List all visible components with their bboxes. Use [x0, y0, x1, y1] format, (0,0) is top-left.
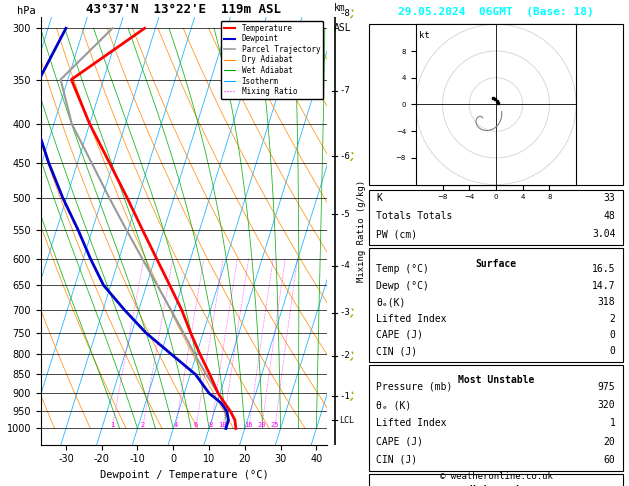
Text: -1: -1	[340, 392, 350, 400]
Text: CIN (J): CIN (J)	[377, 347, 418, 356]
Text: 20: 20	[604, 436, 615, 447]
Text: 2: 2	[140, 422, 145, 429]
Text: 4: 4	[174, 422, 177, 429]
Text: 25: 25	[270, 422, 279, 429]
Text: 60: 60	[604, 455, 615, 465]
Text: 2: 2	[610, 313, 615, 324]
Text: CAPE (J): CAPE (J)	[377, 330, 423, 340]
Text: km: km	[333, 3, 345, 13]
Text: Temp (°C): Temp (°C)	[377, 264, 430, 274]
Text: -3: -3	[340, 308, 350, 317]
Text: 20: 20	[257, 422, 266, 429]
Text: Lifted Index: Lifted Index	[377, 418, 447, 428]
X-axis label: Dewpoint / Temperature (°C): Dewpoint / Temperature (°C)	[99, 470, 269, 480]
Text: -6: -6	[340, 152, 350, 161]
Text: Hodograph: Hodograph	[469, 485, 523, 486]
Text: 16.5: 16.5	[592, 264, 615, 274]
Text: 318: 318	[598, 297, 615, 307]
Text: Surface: Surface	[476, 259, 516, 269]
Text: 29.05.2024  06GMT  (Base: 18): 29.05.2024 06GMT (Base: 18)	[398, 7, 594, 17]
Text: -2: -2	[340, 351, 350, 361]
Text: 6: 6	[194, 422, 198, 429]
Text: -5: -5	[340, 210, 350, 219]
Text: 10: 10	[218, 422, 227, 429]
Text: Lifted Index: Lifted Index	[377, 313, 447, 324]
Text: Dewp (°C): Dewp (°C)	[377, 280, 430, 291]
Text: 0: 0	[610, 330, 615, 340]
Text: 0: 0	[610, 347, 615, 356]
Text: 33: 33	[604, 193, 615, 204]
Text: -8: -8	[340, 9, 350, 18]
Text: kt: kt	[419, 31, 430, 40]
Text: θₑ (K): θₑ (K)	[377, 400, 412, 410]
Text: Most Unstable: Most Unstable	[458, 375, 534, 385]
Title: 43°37'N  13°22'E  119m ASL: 43°37'N 13°22'E 119m ASL	[86, 3, 282, 16]
Text: © weatheronline.co.uk: © weatheronline.co.uk	[440, 472, 552, 481]
Text: CIN (J): CIN (J)	[377, 455, 418, 465]
Text: 3.04: 3.04	[592, 229, 615, 239]
Text: -4: -4	[340, 261, 350, 270]
Legend: Temperature, Dewpoint, Parcel Trajectory, Dry Adiabat, Wet Adiabat, Isotherm, Mi: Temperature, Dewpoint, Parcel Trajectory…	[221, 21, 323, 99]
Text: 1: 1	[110, 422, 114, 429]
Text: K: K	[377, 193, 382, 204]
Text: ASL: ASL	[333, 23, 351, 34]
Text: θₑ(K): θₑ(K)	[377, 297, 406, 307]
Text: -7: -7	[340, 86, 350, 95]
Text: 16: 16	[245, 422, 253, 429]
Text: 320: 320	[598, 400, 615, 410]
Text: 48: 48	[604, 211, 615, 221]
Text: 975: 975	[598, 382, 615, 392]
Text: Totals Totals: Totals Totals	[377, 211, 453, 221]
Text: hPa: hPa	[16, 6, 35, 16]
Text: 14.7: 14.7	[592, 280, 615, 291]
Text: Mixing Ratio (g/kg): Mixing Ratio (g/kg)	[357, 180, 365, 282]
Text: CAPE (J): CAPE (J)	[377, 436, 423, 447]
Text: PW (cm): PW (cm)	[377, 229, 418, 239]
Text: LCL: LCL	[340, 416, 354, 425]
Text: 8: 8	[209, 422, 213, 429]
Text: Pressure (mb): Pressure (mb)	[377, 382, 453, 392]
Text: 1: 1	[610, 418, 615, 428]
